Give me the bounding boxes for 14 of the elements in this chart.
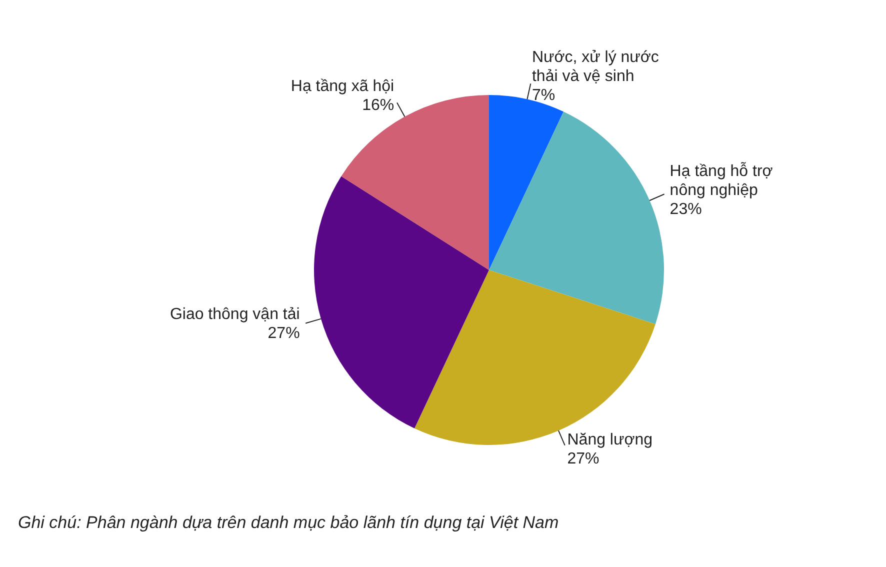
pie-slice <box>489 112 664 324</box>
text: Ghi chú: Phân ngành dựa trên danh mục bảo lãnh tín dụng tại Việt Nam <box>18 513 559 532</box>
data-label: 27% <box>567 450 600 468</box>
slice-label: Hạ tầng xã hội <box>290 78 394 96</box>
slice-label: Giao thông vận tải <box>170 306 300 323</box>
data-label: 27% <box>268 324 300 342</box>
slice-label: Hạ tầng hỗ trợ nông nghiệp <box>670 162 774 200</box>
pie-slice <box>314 176 489 428</box>
pie-slice <box>341 95 489 270</box>
slice-label: Nước, xử lý nước thải và vệ sinh <box>532 49 659 86</box>
data-label: 16% <box>362 97 394 114</box>
slice-label: Năng lượng <box>567 432 652 449</box>
data-label: 23% <box>670 201 702 218</box>
data-label: 7% <box>532 87 556 104</box>
